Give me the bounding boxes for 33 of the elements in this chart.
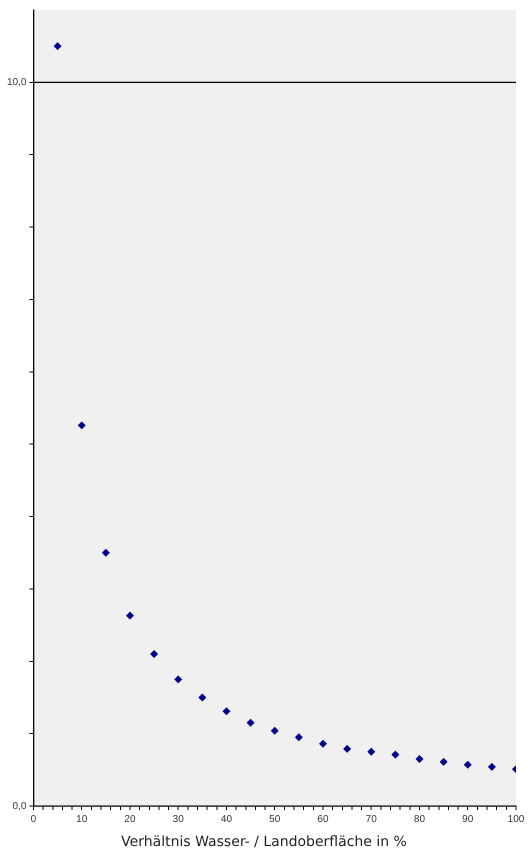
x-tick-label: 20 <box>124 814 136 825</box>
x-tick-label: 30 <box>172 814 184 825</box>
x-tick-label: 100 <box>508 814 525 825</box>
point <box>54 42 62 50</box>
point <box>126 612 134 620</box>
point <box>464 760 472 769</box>
point <box>294 733 303 742</box>
x-tick-label: 70 <box>366 814 378 825</box>
point <box>488 762 496 771</box>
point <box>198 693 206 702</box>
x-tick-label: 90 <box>462 814 474 825</box>
x-tick-label: 40 <box>220 814 232 825</box>
point <box>246 718 255 727</box>
y-tick-label: 10,0 <box>6 77 27 88</box>
point <box>174 675 182 684</box>
point <box>415 754 424 763</box>
point <box>78 421 86 430</box>
x-tick-label: 80 <box>414 814 426 825</box>
point <box>318 740 327 748</box>
point <box>367 748 376 756</box>
x-tick-label: 0 <box>30 814 37 825</box>
x-tick-label: 60 <box>317 814 329 825</box>
x-tick-label: 10 <box>76 814 88 825</box>
point <box>440 758 448 766</box>
x-axis-title: Verhältnis Wasser- / Landoberfläche in % <box>120 834 408 850</box>
point <box>343 744 352 753</box>
point <box>150 650 158 658</box>
point <box>391 750 400 759</box>
point <box>270 726 279 735</box>
y-tick-label: 0,0 <box>12 800 27 812</box>
point <box>222 707 230 716</box>
point <box>102 548 110 557</box>
x-tick-label: 50 <box>269 814 281 825</box>
